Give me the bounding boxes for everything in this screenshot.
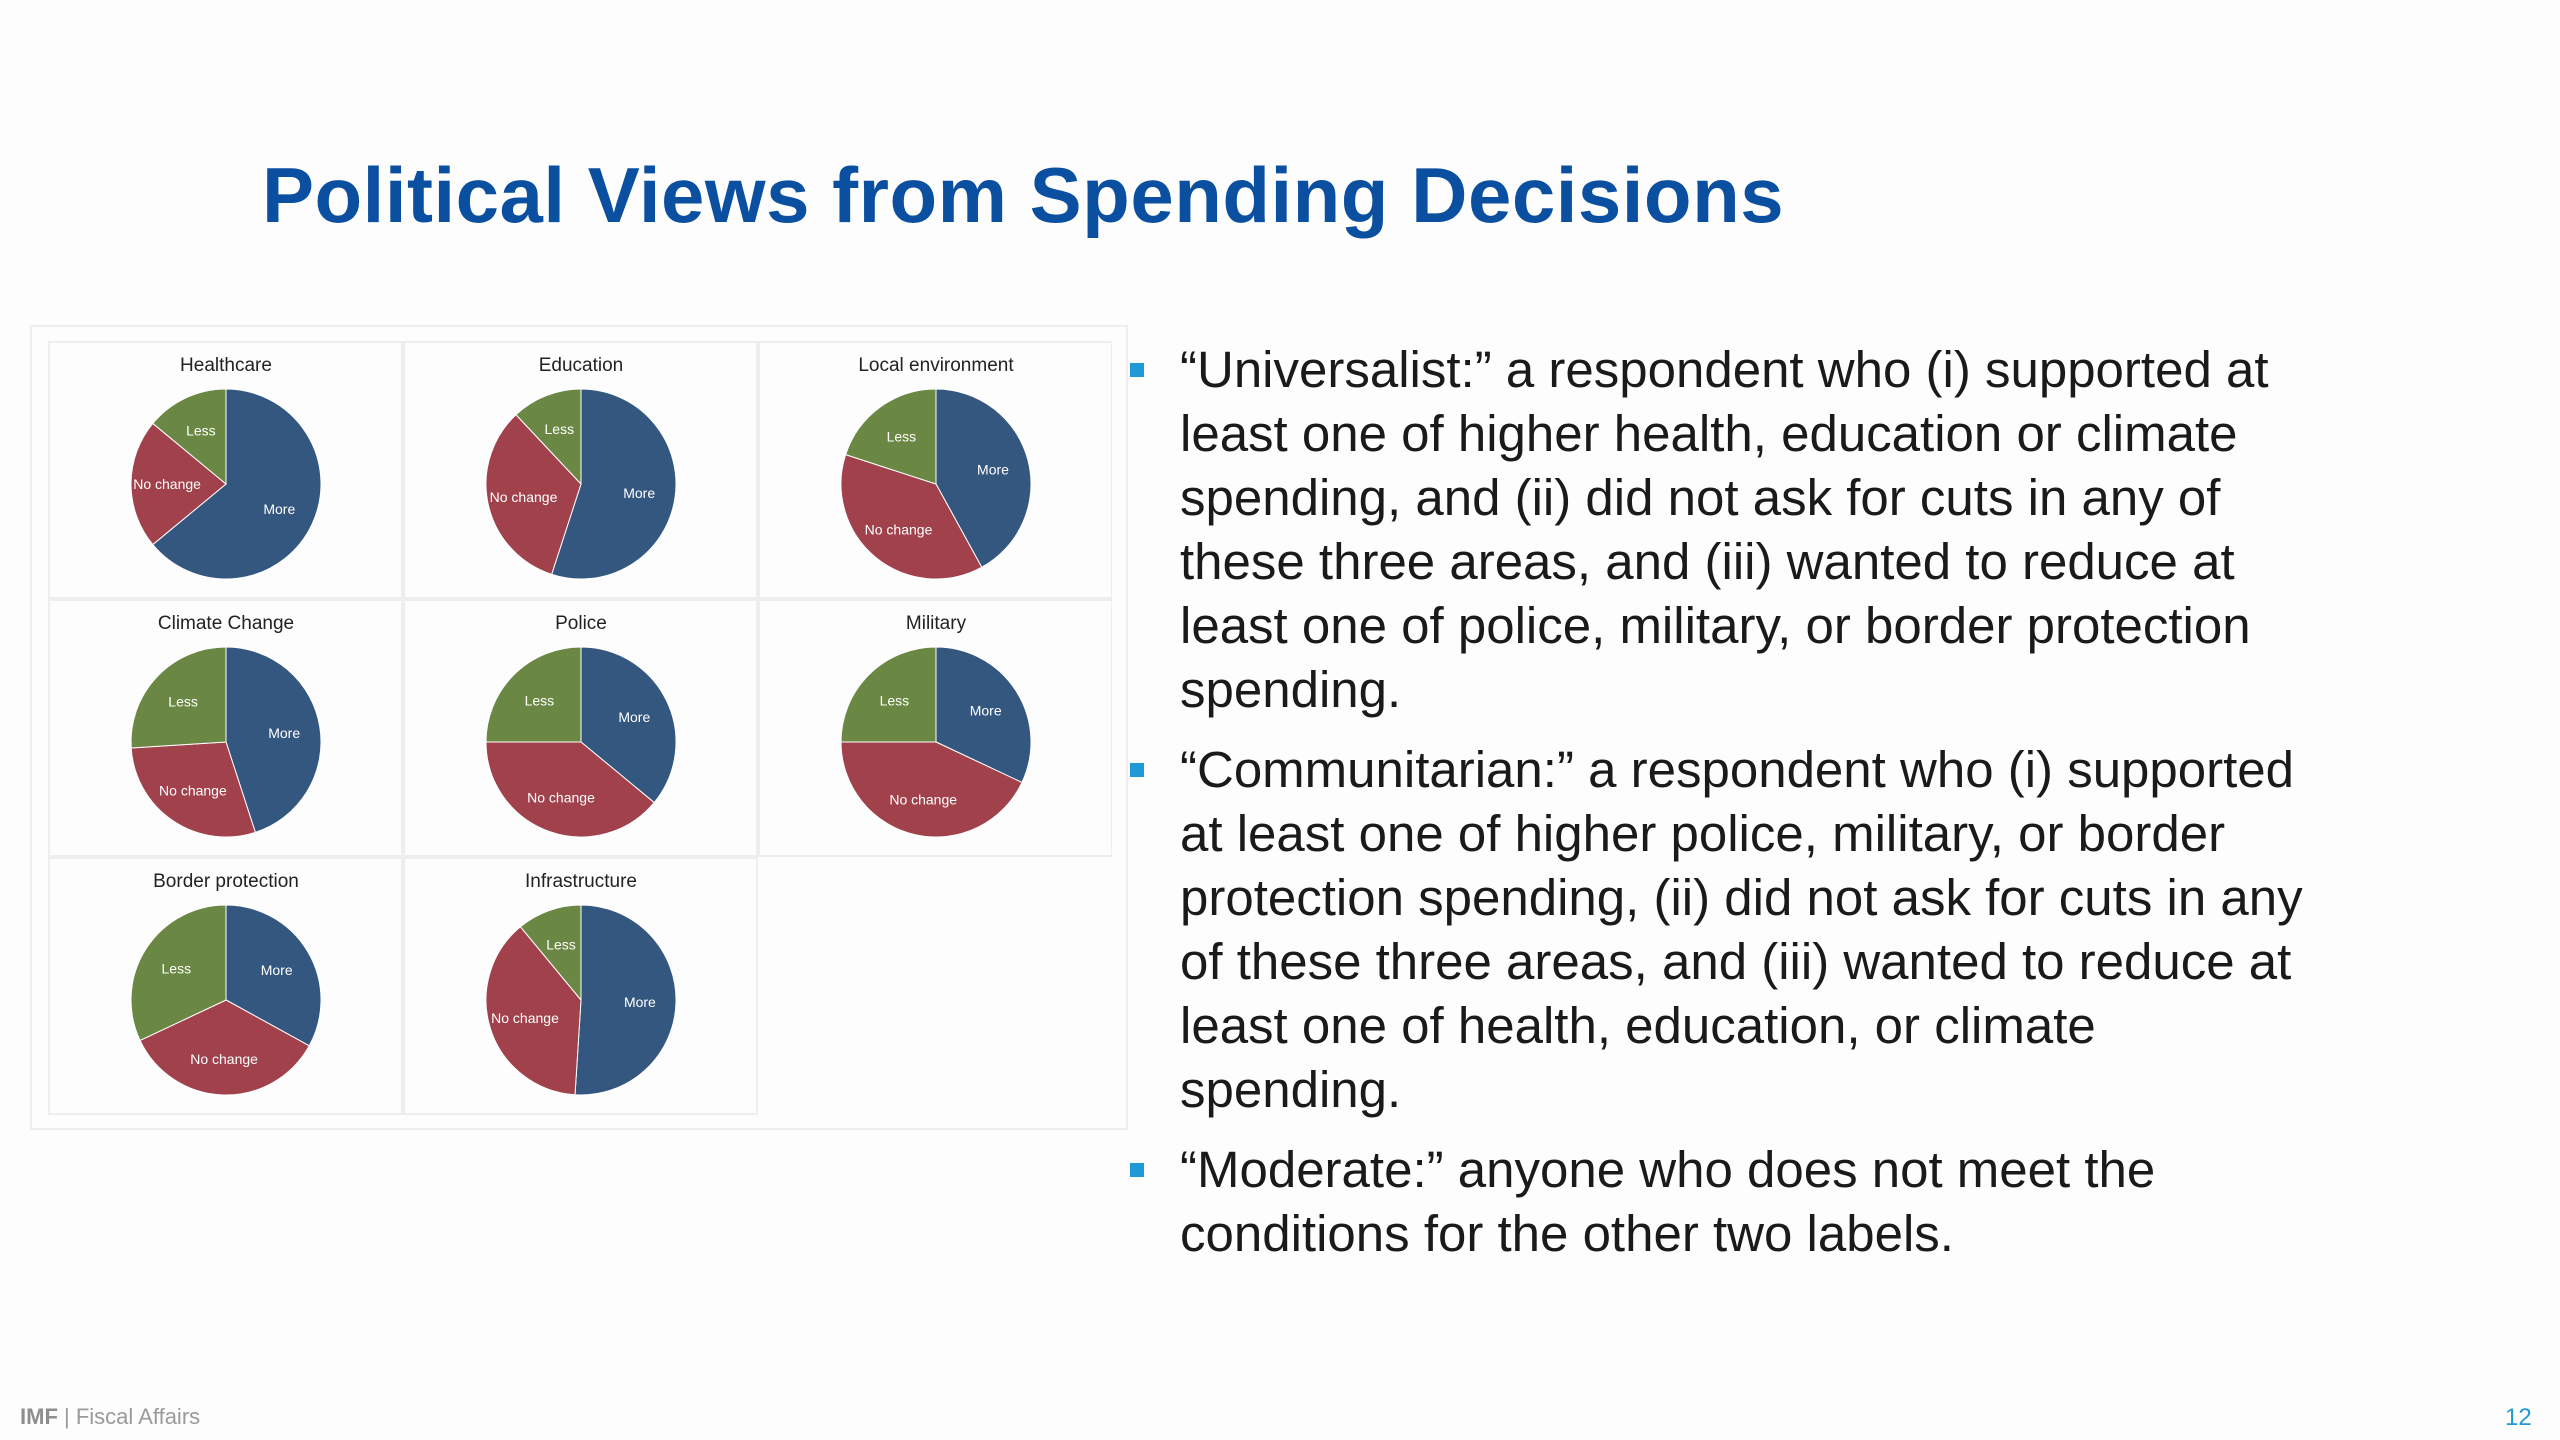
pie-title: Police <box>555 613 607 634</box>
pie-slice-more <box>935 388 1032 568</box>
pie-slice-more <box>580 646 677 804</box>
pie-cell-border <box>48 857 403 1115</box>
pie-slice-less <box>515 388 582 486</box>
pie-infrastructure: Infrastructure More No change Less <box>403 857 758 1115</box>
pie-cell-border <box>48 599 403 857</box>
pie-police: Police More No change Less <box>403 599 758 857</box>
pie-slice-less <box>519 904 582 1002</box>
pie-cell-border <box>403 341 758 599</box>
pie-slice-less <box>130 646 227 749</box>
pie-slice-less <box>152 388 227 486</box>
bullet-text: “Communitarian:” a respondent who (i) su… <box>1180 741 2303 1118</box>
pie-slice-more <box>574 904 677 1096</box>
slice-label-more: More <box>618 709 650 725</box>
page-title: Political Views from Spending Decisions <box>262 151 1785 239</box>
pie-local-environment: Local environment More No change Less <box>758 341 1112 599</box>
bullet-square-icon <box>1130 1163 1144 1177</box>
pie-slice-no-change <box>485 741 655 838</box>
pie-climate-change: Climate Change More No change Less <box>48 599 403 857</box>
bullet-square-icon <box>1130 363 1144 377</box>
pie-cell-border <box>403 857 758 1115</box>
pie-title: Infrastructure <box>525 871 637 892</box>
slice-label-no-change: No change <box>527 789 595 805</box>
slice-label-less: Less <box>545 421 575 437</box>
pie-slice-more <box>225 904 322 1047</box>
pie-healthcare: Healthcare More No change Less <box>48 341 403 599</box>
pie-slice-no-change <box>130 741 256 838</box>
pie-slice-less <box>130 904 227 1042</box>
imf-logo: IMF <box>20 1404 58 1429</box>
pie-cell-border <box>48 341 403 599</box>
pie-chart-grid: Healthcare More No change Less Education More… <box>30 325 1128 1130</box>
definition-list: “Universalist:” a respondent who (i) sup… <box>1130 338 2310 1282</box>
slice-label-no-change: No change <box>491 1010 559 1026</box>
bullet-universalist: “Universalist:” a respondent who (i) sup… <box>1130 338 2310 722</box>
pie-title: Border protection <box>153 871 299 892</box>
slice-label-no-change: No change <box>865 521 933 537</box>
slice-label-more: More <box>263 501 295 517</box>
slice-label-more: More <box>624 994 656 1010</box>
slice-label-more: More <box>261 962 293 978</box>
footer-branding: IMF | Fiscal Affairs <box>20 1404 200 1430</box>
slice-label-more: More <box>970 702 1002 718</box>
slice-label-no-change: No change <box>133 476 201 492</box>
bullet-moderate: “Moderate:” anyone who does not meet the… <box>1130 1138 2310 1266</box>
pie-military: Military More No change Less <box>758 599 1112 857</box>
slice-label-no-change: No change <box>889 792 957 808</box>
footer-department: Fiscal Affairs <box>75 1404 201 1429</box>
pie-slice-no-change <box>840 454 983 580</box>
pie-title: Military <box>906 613 967 634</box>
pie-education: Education More No change Less <box>403 341 758 599</box>
pie-slice-more <box>551 388 677 580</box>
slice-label-less: Less <box>168 694 198 710</box>
footer-separator: | <box>57 1404 76 1429</box>
pie-slice-more <box>935 646 1032 784</box>
pie-slice-no-change <box>139 999 310 1096</box>
bullet-square-icon <box>1130 763 1144 777</box>
slice-label-no-change: No change <box>159 783 227 799</box>
slice-label-no-change: No change <box>190 1051 258 1067</box>
slice-label-more: More <box>623 485 655 501</box>
pie-slice-no-change <box>485 926 582 1096</box>
slice-label-less: Less <box>525 692 555 708</box>
slice-label-less: Less <box>880 692 910 708</box>
bullet-text: “Moderate:” anyone who does not meet the… <box>1180 1141 2156 1262</box>
slice-label-less: Less <box>186 423 216 439</box>
slice-label-more: More <box>977 461 1009 477</box>
slice-label-less: Less <box>162 960 192 976</box>
pie-slice-more <box>152 388 322 580</box>
pie-border-protection: Border protection More No change Less <box>48 857 403 1115</box>
pie-slice-no-change <box>130 422 227 546</box>
pie-slice-no-change <box>840 741 1023 838</box>
pie-slice-no-change <box>485 414 582 575</box>
pie-slice-less <box>840 646 937 743</box>
pie-title: Education <box>539 355 624 376</box>
pie-title: Healthcare <box>180 355 272 376</box>
pie-title: Local environment <box>858 355 1014 376</box>
slice-label-less: Less <box>546 937 576 953</box>
pie-slice-less <box>845 388 937 485</box>
pie-slice-less <box>485 646 582 743</box>
page-number: 12 <box>2505 1404 2532 1431</box>
slice-label-less: Less <box>887 428 917 444</box>
pie-slice-more <box>225 646 322 833</box>
slice-label-no-change: No change <box>490 489 558 505</box>
pie-cell-border <box>758 599 1112 857</box>
pie-charts: Healthcare More No change Less Education More… <box>48 341 1112 1115</box>
bullet-communitarian: “Communitarian:” a respondent who (i) su… <box>1130 738 2310 1122</box>
bullet-text: “Universalist:” a respondent who (i) sup… <box>1180 341 2269 718</box>
pie-title: Climate Change <box>158 613 294 634</box>
pie-cell-border <box>758 341 1112 599</box>
pie-cell-border <box>403 599 758 857</box>
slice-label-more: More <box>268 725 300 741</box>
